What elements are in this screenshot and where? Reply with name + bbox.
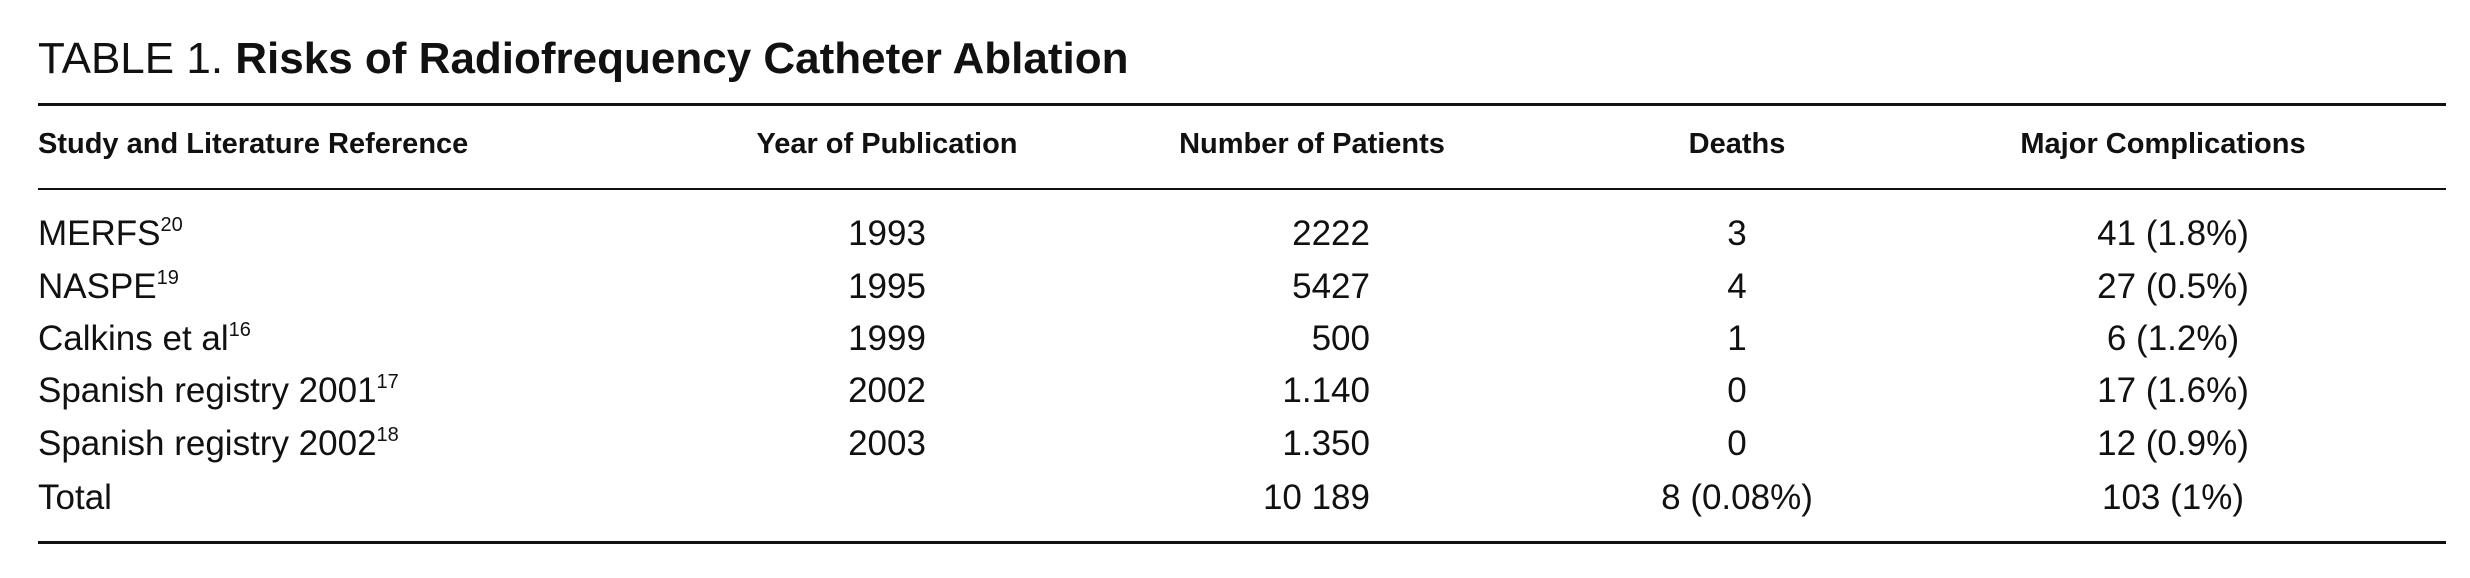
complications-cell: 6 (1.2%) (2106, 319, 2240, 358)
top-rule (38, 103, 2446, 106)
study-name: Spanish registry 2001 (38, 371, 377, 410)
complications-cell: 41 (1.8%) (2097, 214, 2249, 253)
patients-cell: 500 (1311, 319, 1370, 358)
study-cell: NASPE19 (38, 267, 179, 307)
table-title: TABLE 1. Risks of Radiofrequency Cathete… (38, 34, 1128, 84)
column-header: Deaths (1688, 128, 1786, 160)
table-label: TABLE 1. (38, 34, 224, 83)
deaths-cell: 8 (0.08%) (1661, 478, 1813, 517)
patients-cell: 2222 (1292, 214, 1370, 253)
reference: 17 (376, 371, 399, 393)
complications-cell: 12 (0.9%) (2097, 424, 2249, 463)
study-name: MERFS (38, 214, 161, 253)
study-name: NASPE (38, 267, 157, 306)
patients-cell: 5427 (1292, 267, 1370, 306)
patients-cell: 1.350 (1282, 424, 1370, 463)
reference: 20 (160, 214, 183, 236)
study-name: Calkins et al (38, 319, 229, 358)
year-cell: 1995 (848, 267, 926, 306)
column-header: Major Complications (2020, 128, 2306, 160)
deaths-cell: 1 (1727, 319, 1747, 358)
column-header: Year of Publication (756, 128, 1018, 160)
study-cell: Spanish registry 200117 (38, 371, 399, 411)
header-rule (38, 188, 2446, 190)
year-cell: 2003 (848, 424, 926, 463)
table-caption: Risks of Radiofrequency Catheter Ablatio… (235, 34, 1129, 83)
deaths-cell: 0 (1727, 371, 1747, 410)
year-cell: 2002 (848, 371, 926, 410)
study-name: Spanish registry 2002 (38, 424, 377, 463)
study-cell: Calkins et al16 (38, 319, 251, 359)
column-header: Study and Literature Reference (38, 128, 469, 160)
study-cell: MERFS20 (38, 214, 183, 254)
column-header: Number of Patients (1179, 128, 1445, 160)
patients-cell: 1.140 (1282, 371, 1370, 410)
complications-cell: 17 (1.6%) (2097, 371, 2249, 410)
reference: 19 (156, 267, 179, 289)
deaths-cell: 4 (1727, 267, 1747, 306)
study-cell: Spanish registry 200218 (38, 424, 399, 464)
complications-cell: 27 (0.5%) (2097, 267, 2249, 306)
study-cell: Total (38, 478, 112, 518)
study-name: Total (38, 478, 112, 517)
deaths-cell: 0 (1727, 424, 1747, 463)
complications-cell: 103 (1%) (2101, 478, 2245, 517)
deaths-cell: 3 (1727, 214, 1747, 253)
patients-cell: 10 189 (1262, 478, 1370, 517)
year-cell: 1999 (848, 319, 926, 358)
reference: 16 (228, 319, 251, 341)
year-cell: 1993 (848, 214, 926, 253)
bottom-rule (38, 541, 2446, 544)
reference: 18 (376, 424, 399, 446)
